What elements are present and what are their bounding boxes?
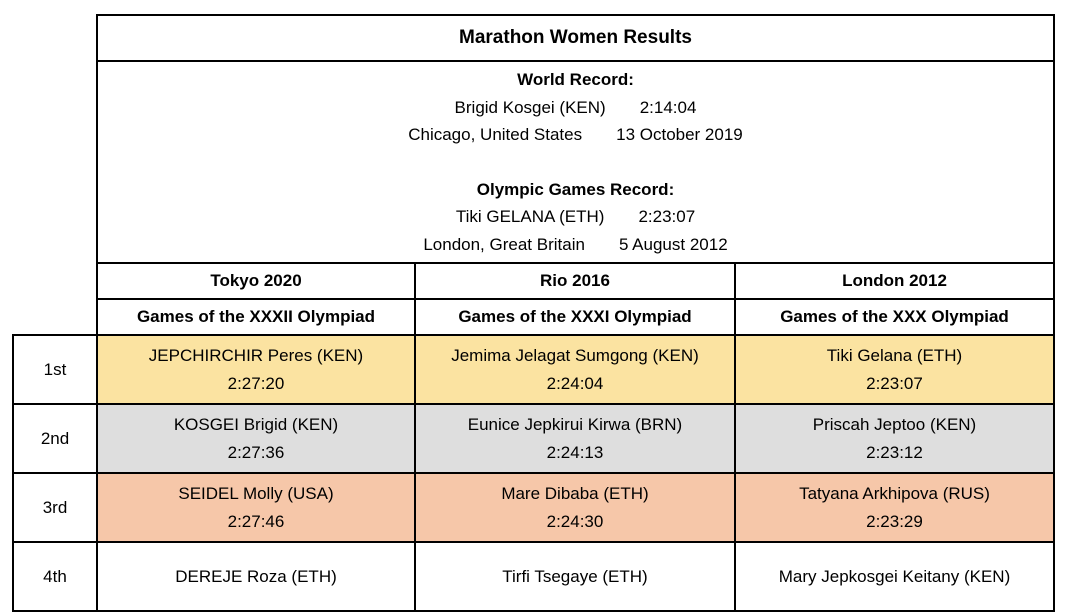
world-record-location: Chicago, United States [408, 125, 583, 144]
athlete-name: JEPCHIRCHIR Peres (KEN) [148, 345, 364, 365]
athlete-name: Tatyana Arkhipova (RUS) [799, 483, 990, 503]
world-record-place-line: Chicago, United States 13 October 2019 [98, 121, 1053, 149]
athlete-name: SEIDEL Molly (USA) [178, 483, 334, 503]
world-record-line: Brigid Kosgei (KEN) 2:14:04 [98, 94, 1053, 122]
result-cell: DEREJE Roza (ETH) [96, 541, 416, 612]
table-row: 1st JEPCHIRCHIR Peres (KEN) 2:27:20 Jemim… [12, 334, 1055, 405]
games-name-london: London 2012 [734, 262, 1055, 300]
olympiad-tokyo: Games of the XXXII Olympiad [96, 298, 416, 336]
world-record-time: 2:14:04 [639, 97, 697, 117]
olympic-record-athlete: Tiki GELANA (ETH) [455, 207, 605, 226]
olympic-record-time: 2:23:07 [638, 207, 696, 226]
result-cell: Tiki Gelana (ETH) 2:23:07 [734, 334, 1055, 405]
olympiad-rio: Games of the XXXI Olympiad [414, 298, 736, 336]
games-name-tokyo: Tokyo 2020 [96, 262, 416, 300]
olympic-record-line: Tiki GELANA (ETH) 2:23:07 [98, 203, 1053, 231]
result-cell: Mary Jepkosgei Keitany (KEN) [734, 541, 1055, 612]
athlete-name: DEREJE Roza (ETH) [175, 566, 337, 586]
result-cell: SEIDEL Molly (USA) 2:27:46 [96, 472, 416, 543]
world-record-athlete: Brigid Kosgei (KEN) [454, 97, 606, 117]
finish-time: 2:27:20 [227, 373, 285, 393]
athlete-name: Jemima Jelagat Sumgong (KEN) [451, 345, 699, 365]
place-label: 4th [12, 541, 98, 612]
table-title: Marathon Women Results [96, 14, 1055, 62]
results-sheet: Marathon Women Results World Record: Bri… [12, 14, 1055, 612]
result-cell: KOSGEI Brigid (KEN) 2:27:36 [96, 403, 416, 474]
finish-time: 2:24:04 [546, 373, 604, 393]
athlete-name: Eunice Jepkirui Kirwa (BRN) [467, 414, 683, 434]
finish-time: 2:27:36 [227, 442, 285, 462]
result-cell: Eunice Jepkirui Kirwa (BRN) 2:24:13 [414, 403, 736, 474]
games-name-rio: Rio 2016 [414, 262, 736, 300]
olympic-record-heading: Olympic Games Record: [476, 179, 675, 199]
finish-time: 2:24:13 [546, 442, 604, 462]
place-label: 2nd [12, 403, 98, 474]
world-record-heading: World Record: [517, 70, 634, 89]
athlete-name: KOSGEI Brigid (KEN) [173, 414, 339, 434]
finish-time: 2:27:46 [227, 511, 285, 531]
corner-blank [13, 299, 98, 335]
table-row: 4th DEREJE Roza (ETH) Tirfi Tsegaye (ETH… [12, 541, 1055, 612]
olympic-record-location: London, Great Britain [423, 234, 585, 254]
records-cell: World Record: Brigid Kosgei (KEN) 2:14:04… [96, 60, 1055, 264]
place-label: 3rd [12, 472, 98, 543]
finish-time: 2:24:30 [546, 511, 604, 531]
athlete-name: Mary Jepkosgei Keitany (KEN) [778, 566, 1011, 586]
table-row: 3rd SEIDEL Molly (USA) 2:27:46 Mare Dibab… [12, 472, 1055, 543]
finish-time: 2:23:07 [866, 373, 923, 393]
result-cell: Mare Dibaba (ETH) 2:24:30 [414, 472, 736, 543]
results-table: Marathon Women Results World Record: Bri… [12, 14, 1055, 612]
olympic-record-date: 5 August 2012 [618, 234, 728, 254]
result-cell: Jemima Jelagat Sumgong (KEN) 2:24:04 [414, 334, 736, 405]
athlete-name: Mare Dibaba (ETH) [501, 483, 649, 503]
result-cell: Tirfi Tsegaye (ETH) [414, 541, 736, 612]
corner-blank [13, 15, 98, 61]
result-cell: JEPCHIRCHIR Peres (KEN) 2:27:20 [96, 334, 416, 405]
finish-time: 2:23:12 [866, 442, 923, 462]
olympiad-london: Games of the XXX Olympiad [734, 298, 1055, 336]
result-cell: Tatyana Arkhipova (RUS) 2:23:29 [734, 472, 1055, 543]
athlete-name: Tiki Gelana (ETH) [826, 345, 963, 365]
result-cell: Priscah Jeptoo (KEN) 2:23:12 [734, 403, 1055, 474]
corner-blank [13, 61, 98, 263]
finish-time: 2:23:29 [866, 511, 923, 531]
corner-blank [13, 263, 98, 299]
athlete-name: Tirfi Tsegaye (ETH) [502, 566, 648, 586]
world-record-date: 13 October 2019 [616, 125, 743, 144]
place-label: 1st [12, 334, 98, 405]
table-row: 2nd KOSGEI Brigid (KEN) 2:27:36 Eunice Je… [12, 403, 1055, 474]
athlete-name: Priscah Jeptoo (KEN) [812, 414, 977, 434]
olympic-record-place-line: London, Great Britain 5 August 2012 [98, 231, 1053, 259]
